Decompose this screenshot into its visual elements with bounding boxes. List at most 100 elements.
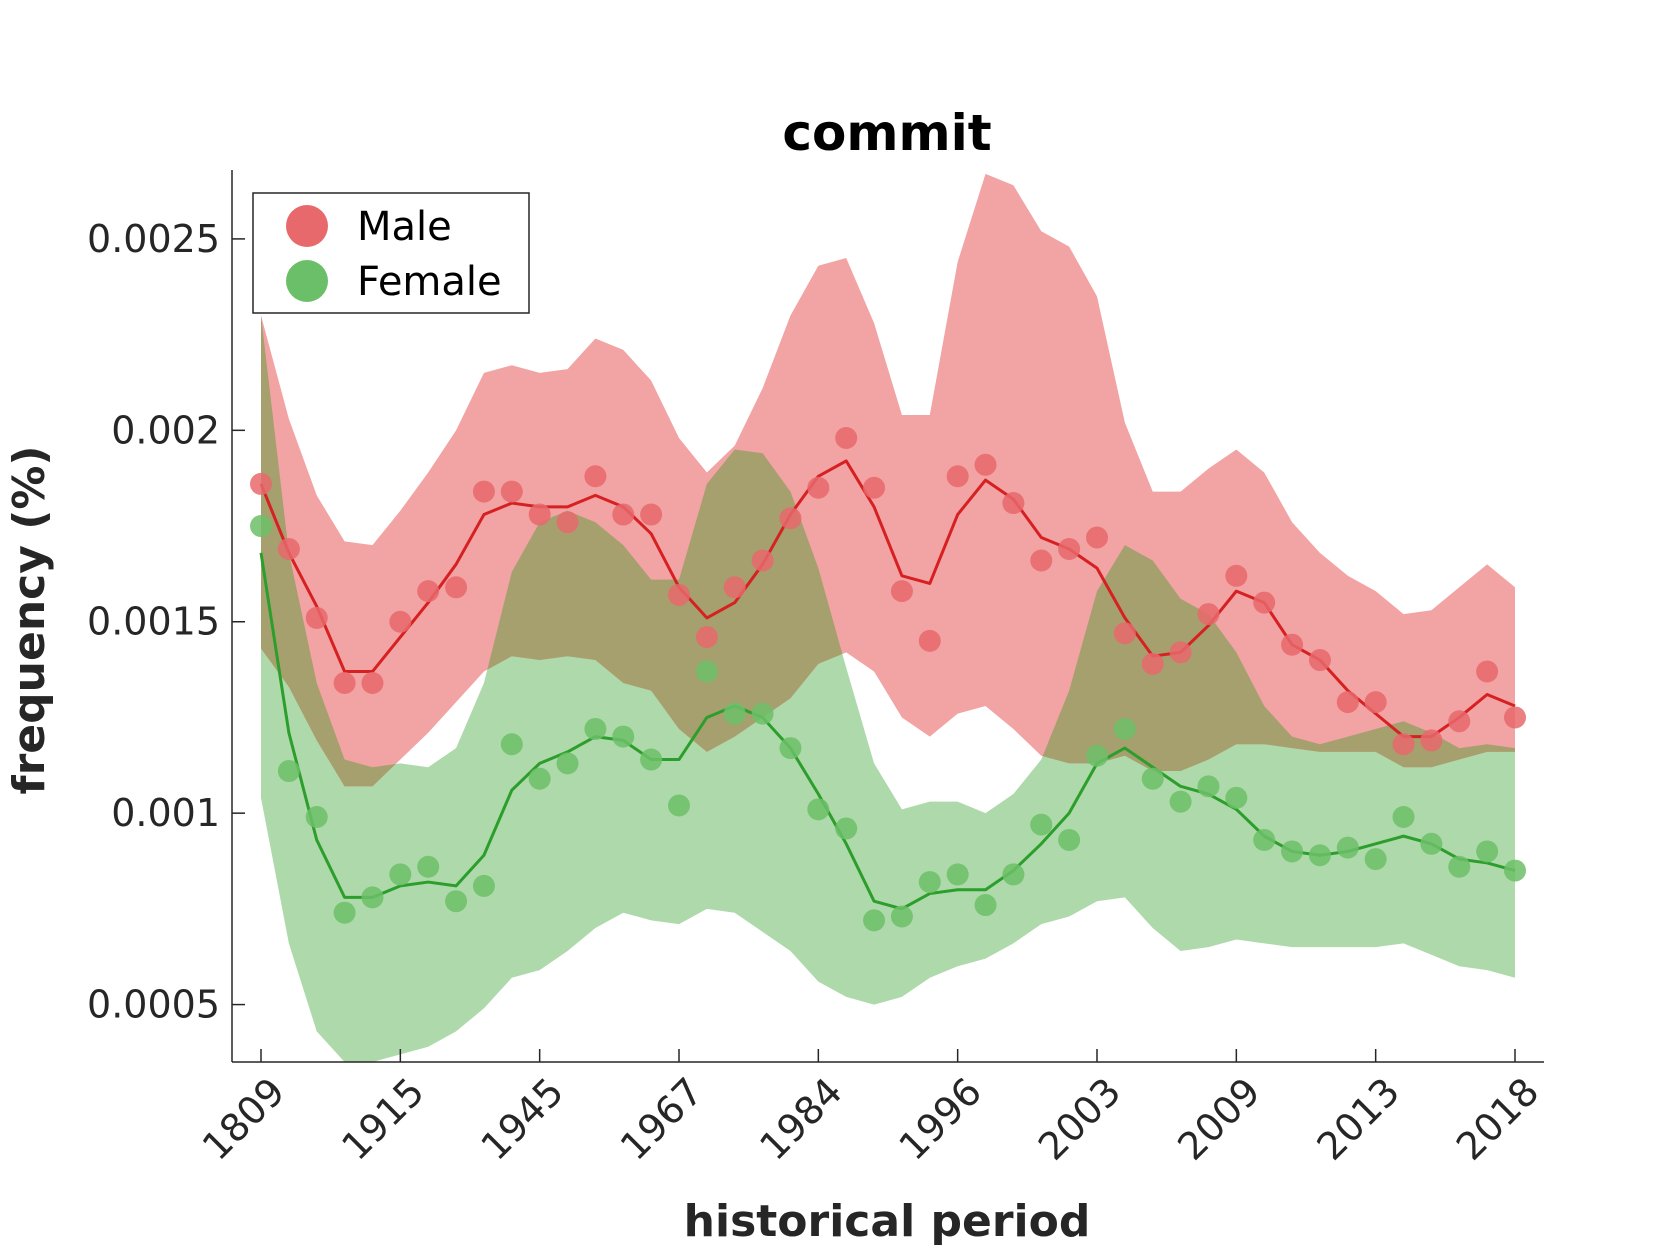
male-point bbox=[1169, 641, 1192, 664]
female-point bbox=[417, 855, 440, 878]
female-point bbox=[389, 863, 412, 886]
male-point bbox=[1448, 710, 1471, 733]
female-point bbox=[584, 717, 607, 740]
male-point bbox=[1002, 492, 1025, 515]
female-point bbox=[445, 890, 468, 913]
legend-marker bbox=[286, 205, 328, 247]
female-point bbox=[1113, 717, 1136, 740]
female-point bbox=[807, 798, 830, 821]
x-tick-label: 2009 bbox=[1169, 1069, 1269, 1169]
female-point bbox=[779, 737, 802, 760]
x-tick-label: 1915 bbox=[333, 1069, 433, 1169]
female-trend-line bbox=[259, 552, 1516, 911]
male-point bbox=[333, 672, 356, 694]
trend-lines bbox=[259, 459, 1516, 911]
female-point bbox=[1364, 848, 1387, 871]
male-point bbox=[389, 610, 412, 633]
x-tick-label: 1945 bbox=[473, 1069, 573, 1169]
female-point bbox=[1086, 744, 1108, 767]
female-point bbox=[1308, 844, 1331, 867]
axes bbox=[231, 170, 1544, 1063]
female-point bbox=[1030, 813, 1053, 836]
x-tick-label: 2013 bbox=[1309, 1069, 1409, 1169]
x-axis-label: historical period bbox=[684, 1196, 1091, 1247]
female-point bbox=[1225, 786, 1248, 809]
male-point bbox=[584, 465, 607, 488]
male-point bbox=[918, 629, 941, 652]
chart-title: commit bbox=[782, 104, 991, 162]
male-point bbox=[445, 576, 468, 599]
female-point bbox=[723, 702, 746, 725]
female-point bbox=[890, 905, 913, 928]
female-point bbox=[472, 874, 495, 897]
y-tick-label: 0.0005 bbox=[87, 983, 220, 1027]
x-tick-label: 1984 bbox=[751, 1069, 851, 1169]
legend-marker bbox=[286, 260, 328, 302]
y-tick-label: 0.0025 bbox=[87, 217, 220, 261]
female-point bbox=[1253, 828, 1276, 851]
male-point bbox=[751, 549, 774, 572]
female-point bbox=[1420, 832, 1443, 855]
male-point bbox=[556, 511, 579, 534]
female-point bbox=[1002, 863, 1025, 886]
legend: Male Female bbox=[252, 192, 530, 314]
female-point bbox=[528, 767, 551, 790]
male-point bbox=[1030, 549, 1053, 572]
legend-label: Male bbox=[357, 204, 452, 250]
male-point bbox=[277, 538, 300, 560]
x-tick-label: 2003 bbox=[1030, 1069, 1130, 1169]
male-point bbox=[417, 580, 440, 603]
female-point bbox=[277, 760, 300, 783]
male-point bbox=[1141, 652, 1164, 675]
female-band bbox=[261, 315, 1515, 1063]
female-point bbox=[305, 805, 328, 828]
female-point bbox=[250, 515, 272, 538]
male-point bbox=[1476, 660, 1499, 683]
male-point bbox=[779, 507, 802, 530]
male-point bbox=[1197, 603, 1220, 626]
male-point bbox=[1058, 538, 1081, 560]
male-point bbox=[863, 476, 886, 499]
female-point bbox=[1504, 859, 1526, 882]
male-point bbox=[250, 472, 272, 495]
female-point bbox=[333, 901, 356, 924]
x-tick-label: 1967 bbox=[612, 1069, 712, 1169]
x-tick-label: 2018 bbox=[1448, 1069, 1548, 1169]
y-tick-label: 0.001 bbox=[111, 791, 220, 835]
female-point bbox=[1448, 855, 1471, 878]
male-point bbox=[974, 453, 997, 476]
female-point bbox=[751, 702, 774, 725]
female-point bbox=[1336, 836, 1359, 859]
male-point bbox=[361, 672, 384, 694]
male-point bbox=[472, 480, 495, 503]
female-point bbox=[946, 863, 969, 886]
male-point bbox=[890, 580, 913, 603]
female-point bbox=[500, 733, 523, 756]
male-point bbox=[1281, 633, 1304, 656]
male-point bbox=[1086, 526, 1108, 549]
legend-label: Female bbox=[357, 259, 502, 305]
female-point bbox=[918, 871, 941, 894]
male-point bbox=[1336, 691, 1359, 714]
male-point bbox=[1308, 649, 1331, 672]
male-point bbox=[1225, 564, 1248, 587]
female-point bbox=[640, 748, 663, 771]
female-point bbox=[1392, 805, 1415, 828]
male-point bbox=[1504, 706, 1526, 729]
female-point bbox=[1141, 767, 1164, 790]
male-point bbox=[1392, 733, 1415, 756]
y-axis-label: frequency (%) bbox=[4, 445, 55, 794]
data-points bbox=[250, 426, 1526, 932]
male-point bbox=[1364, 691, 1387, 714]
male-point bbox=[1420, 729, 1443, 752]
female-point bbox=[556, 752, 579, 775]
male-point bbox=[668, 583, 690, 606]
male-point bbox=[640, 503, 663, 526]
female-point bbox=[612, 725, 635, 748]
female-point bbox=[1169, 790, 1192, 813]
x-tick-label: 1996 bbox=[891, 1069, 991, 1169]
y-tick-label: 0.0015 bbox=[87, 600, 220, 644]
male-point bbox=[723, 576, 746, 599]
female-point bbox=[695, 660, 718, 683]
